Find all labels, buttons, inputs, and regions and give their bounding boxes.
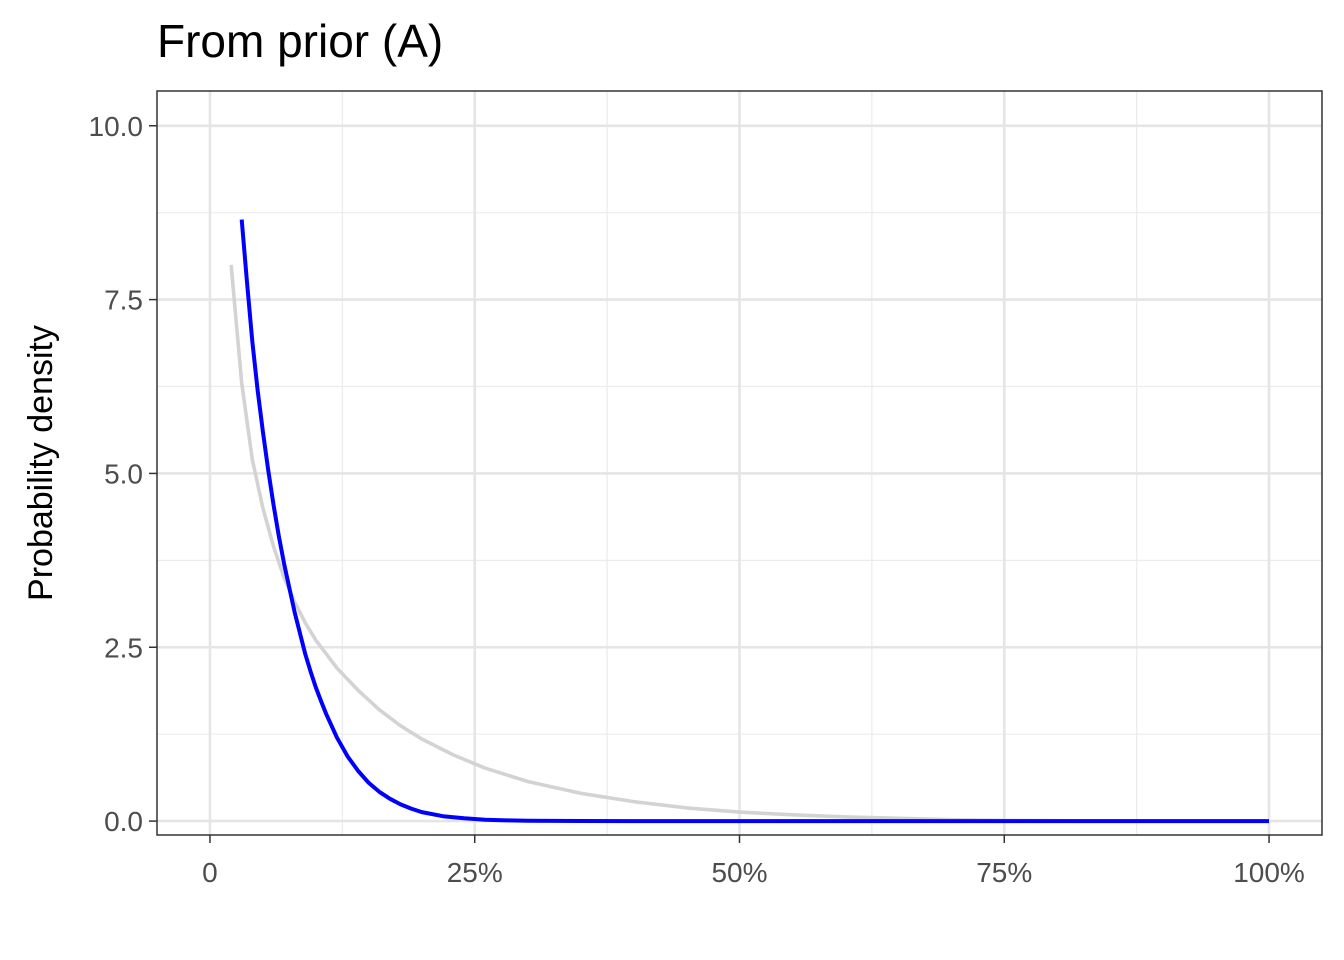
major-gridlines <box>157 91 1322 835</box>
series-layer <box>229 219 1269 824</box>
x-tick-label: 50% <box>711 857 767 888</box>
y-tick-label: 10.0 <box>89 111 144 142</box>
y-tick-label: 7.5 <box>104 285 143 316</box>
y-axis: 0.0 2.5 5.0 7.5 10.0 <box>89 111 157 837</box>
y-tick-label: 0.0 <box>104 806 143 837</box>
x-tick-label: 75% <box>976 857 1032 888</box>
y-tick-label: 5.0 <box>104 458 143 489</box>
x-tick-label: 100% <box>1233 857 1305 888</box>
x-axis: 0 25% 50% 75% 100% <box>202 835 1305 888</box>
x-tick-label: 25% <box>447 857 503 888</box>
y-tick-label: 2.5 <box>104 632 143 663</box>
chart-title: From prior (A) <box>157 15 444 67</box>
x-tick-label: 0 <box>202 857 218 888</box>
y-axis-title: Probability density <box>22 325 60 601</box>
series-line-2 <box>239 219 1269 824</box>
